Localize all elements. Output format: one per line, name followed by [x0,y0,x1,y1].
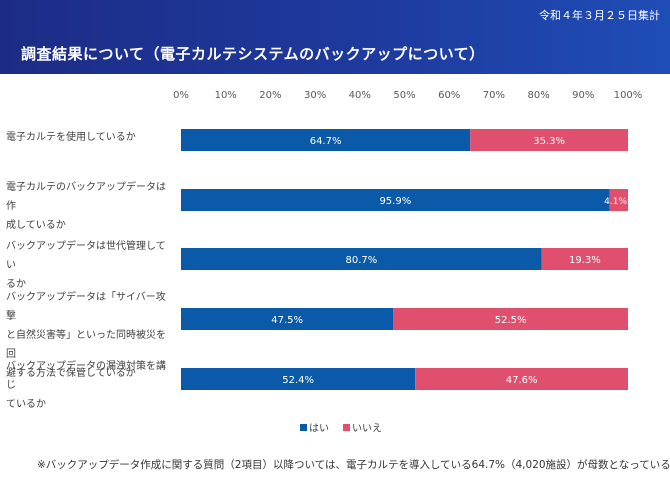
header-banner: 令和４年３月２５日集計 調査結果について（電子カルテシステムのバックアップについ… [0,0,670,74]
category-label-line: バックアップデータの漏洩対策を講じ [6,361,166,391]
x-tick-label: 70% [483,90,505,101]
x-tick-label: 60% [438,90,460,101]
data-label: 52.5% [495,315,527,326]
x-tick-label: 20% [259,90,281,101]
data-label: 35.3% [533,136,565,147]
bar-segment-yes [181,129,471,151]
data-label: 64.7% [310,136,342,147]
stacked-bar-chart: 0% 10% 20% 30% 40% 50% 60% 70% 80% 90% 100% 64.7% 35… [173,90,643,435]
x-tick-label: 30% [304,90,326,101]
category-label-line: 電子カルテのバックアップデータは作 [6,182,166,212]
data-label: 47.6% [506,375,538,386]
category-label-line: バックアップデータは世代管理してい [6,241,166,271]
x-tick-label: 40% [349,90,371,101]
bar-segment-yes [181,248,542,270]
category-label: バックアップデータは世代管理しているか [6,237,174,294]
bar-segment-yes [181,189,610,211]
category-label-line: 避する方法で保管しているか [6,367,136,379]
bar-segment-no [609,189,628,211]
data-label: 47.5% [271,315,303,326]
x-tick-label: 50% [393,90,415,101]
category-label: バックアップデータは「サイバー攻撃 と自然災害等」といった同時被災を回避する方法で… [6,288,174,383]
bar-segment-yes [181,368,416,390]
data-label: 19.3% [569,255,601,266]
x-tick-label: 100% [614,90,643,101]
bar-segment-no [415,368,628,390]
footnote: ※バックアップデータ作成に関する質問（2項目）以降ついては、電子カルテを導入して… [37,459,670,471]
data-label: 95.9% [379,196,411,207]
legend-swatch [300,424,307,431]
x-tick-label: 10% [215,90,237,101]
legend-swatch [343,424,350,431]
category-label-line: 電子カルテを使用しているか [6,131,136,143]
category-label-line: るか [6,279,26,290]
page-title: 調査結果について（電子カルテシステムのバックアップについて） [21,45,485,63]
data-label: 4.1% [604,197,627,207]
x-tick-label: 80% [527,90,549,101]
data-label: 52.4% [282,375,314,386]
category-label-line: と自然災害等」といった同時被災を回 [6,329,166,360]
legend-entry: いいえ [352,423,382,435]
category-label-line: 成しているか [6,220,66,231]
data-label: 80.7% [345,255,377,266]
bar-segment-yes [181,308,394,330]
bar-segment-no [470,129,628,151]
category-label: 電子カルテを使用しているか [6,128,174,147]
x-tick-label: 0% [173,90,189,101]
category-label-line: ているか [6,399,46,410]
category-label: バックアップデータの漏洩対策を講じているか [6,357,174,414]
survey-date: 令和４年３月２５日集計 [539,9,660,22]
legend-entry: はい [309,423,329,435]
category-label-line: バックアップデータは「サイバー攻撃 [6,291,166,322]
x-tick-label: 90% [572,90,594,101]
category-label: 電子カルテのバックアップデータは作成しているか [6,178,174,235]
bar-segment-no [541,248,628,270]
bar-segment-no [393,308,628,330]
